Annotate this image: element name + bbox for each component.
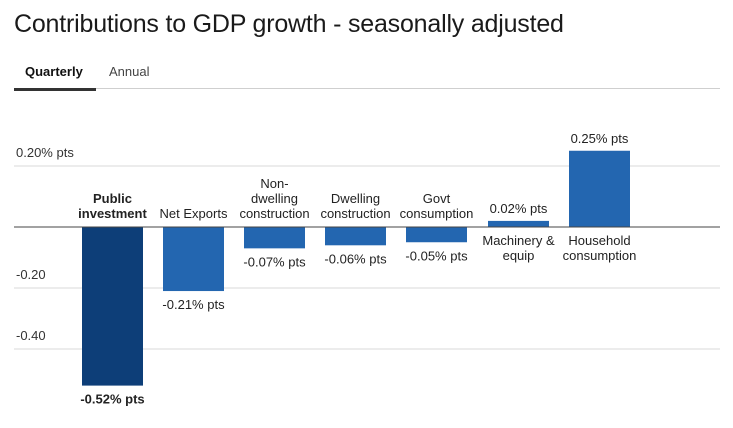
bar: [488, 220, 549, 227]
category-label: Machinery & equip: [482, 233, 555, 263]
category-label: Household consumption: [563, 233, 637, 263]
category-label: Non-dwelling construction: [239, 176, 309, 221]
category-label: Dwelling construction: [320, 191, 390, 221]
data-label: -0.52% pts: [80, 392, 144, 407]
category-label: Net Exports: [160, 206, 228, 221]
data-label: -0.07% pts: [243, 254, 306, 269]
category-label: Public investment: [78, 191, 147, 221]
data-label: 0.02% pts: [490, 201, 548, 216]
tab-quarterly[interactable]: Quarterly: [14, 64, 96, 91]
bar: [163, 227, 224, 292]
tab-annual[interactable]: Annual: [109, 64, 150, 79]
bar: [325, 227, 386, 246]
y-tick-label: -0.40: [16, 328, 46, 343]
data-label: -0.21% pts: [162, 297, 225, 312]
bar: [406, 227, 467, 243]
bar: [569, 150, 630, 227]
data-label: -0.06% pts: [324, 251, 387, 266]
bar: [244, 227, 305, 249]
period-tabs: Quarterly Annual: [14, 62, 720, 91]
data-label: -0.05% pts: [405, 248, 468, 263]
y-tick-label: 0.20% pts: [16, 145, 74, 160]
category-label: Govt consumption: [400, 191, 474, 221]
chart-title: Contributions to GDP growth - seasonally…: [14, 10, 564, 38]
y-tick-label: -0.20: [16, 267, 46, 282]
bar: [82, 227, 143, 386]
data-label: 0.25% pts: [571, 131, 629, 146]
